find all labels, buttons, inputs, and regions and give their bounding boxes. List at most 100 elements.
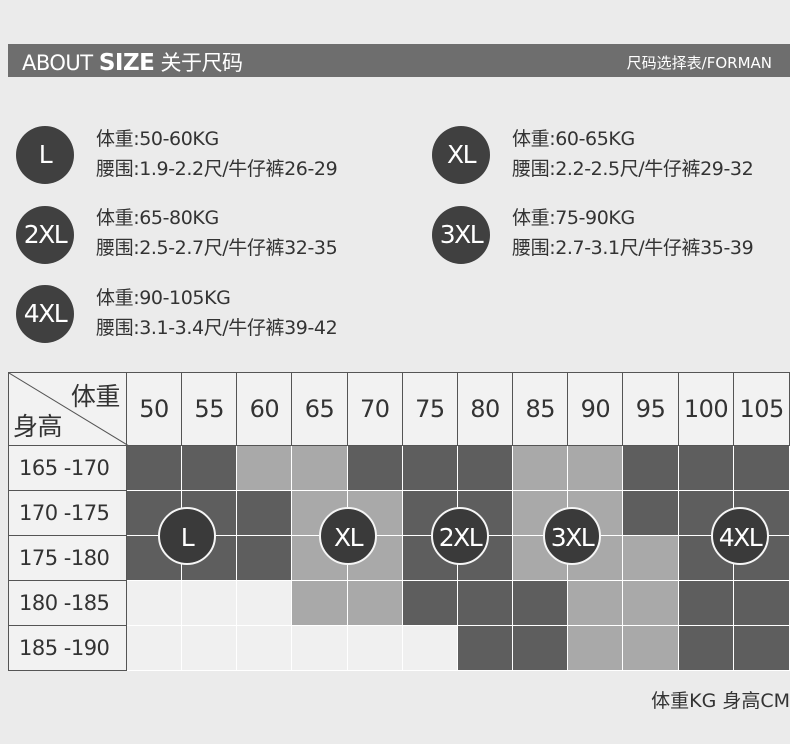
grid-cell: [512, 580, 569, 626]
grid-cell: [733, 580, 790, 626]
size-weight: 体重:90-105KG: [96, 287, 231, 309]
height-label: 185 -190: [8, 625, 127, 671]
grid-row: 175 -180: [8, 535, 790, 581]
grid-cell: [622, 580, 679, 626]
grid-cell: [236, 535, 293, 581]
grid-badge-2xl: 2XL: [431, 507, 489, 565]
grid-cell: [677, 580, 735, 626]
weight-header: 80: [456, 372, 514, 446]
size-weight: 体重:60-65KG: [512, 128, 635, 150]
grid-cell: [401, 445, 458, 491]
height-label: 175 -180: [8, 535, 127, 581]
grid-cell: [125, 445, 183, 491]
weight-header: 60: [236, 372, 293, 446]
grid-cell: [181, 445, 238, 491]
grid-row: 180 -185: [8, 580, 790, 626]
grid-cell: [181, 580, 238, 626]
size-desc-2xl: 体重:65-80KG 腰围:2.5-2.7尺/牛仔裤32-35: [96, 203, 338, 263]
corner-height-label: 身高: [13, 412, 63, 441]
size-desc-l: 体重:50-60KG 腰围:1.9-2.2尺/牛仔裤26-29: [96, 124, 338, 184]
weight-header: 85: [512, 372, 569, 446]
weight-header: 75: [401, 372, 458, 446]
grid-cell: [622, 535, 679, 581]
size-weight: 体重:75-90KG: [512, 207, 635, 229]
header-subtitle: 尺码选择表/FORMAN: [626, 54, 772, 72]
grid-badge-xl: XL: [319, 507, 377, 565]
grid-cell: [291, 445, 348, 491]
grid-cell: [677, 445, 735, 491]
grid-cell: [622, 490, 679, 536]
grid-cell: [291, 580, 348, 626]
grid-cell: [125, 580, 183, 626]
grid-cell: [236, 580, 293, 626]
grid-row: 170 -175: [8, 490, 790, 536]
grid-badge-l: L: [158, 507, 216, 565]
grid-cell: [512, 625, 569, 671]
size-waist: 腰围:2.5-2.7尺/牛仔裤32-35: [96, 237, 338, 259]
grid-cell: [733, 625, 790, 671]
grid-cell: [346, 445, 403, 491]
grid-cell: [622, 625, 679, 671]
grid-cell: [567, 445, 624, 491]
grid-cell: [512, 445, 569, 491]
grid-header-row: 体重 身高 50 55 60 65 70 75 80 85 90 95 100 …: [8, 372, 790, 446]
weight-header: 50: [125, 372, 183, 446]
grid-corner: 体重 身高: [8, 372, 129, 446]
grid-cell: [346, 580, 403, 626]
grid-cell: [401, 625, 458, 671]
grid-row: 165 -170: [8, 445, 790, 491]
height-label: 180 -185: [8, 580, 127, 626]
size-desc-4xl: 体重:90-105KG 腰围:3.1-3.4尺/牛仔裤39-42: [96, 283, 338, 343]
size-badge-3xl: 3XL: [432, 206, 490, 264]
header-title: ABOUT SIZE 关于尺码: [22, 47, 243, 77]
grid-cell: [181, 625, 238, 671]
grid-cell: [401, 580, 458, 626]
grid-cell: [291, 625, 348, 671]
size-weight: 体重:50-60KG: [96, 128, 219, 150]
grid-cell: [622, 445, 679, 491]
header-cn-title: 关于尺码: [160, 51, 244, 75]
weight-header: 100: [677, 372, 735, 446]
grid-cell: [733, 445, 790, 491]
size-waist: 腰围:2.2-2.5尺/牛仔裤29-32: [512, 158, 754, 180]
units-note: 体重KG 身高CM: [651, 690, 790, 712]
weight-header: 105: [733, 372, 790, 446]
grid-cell: [236, 490, 293, 536]
grid-cell: [236, 625, 293, 671]
grid-cell: [456, 445, 514, 491]
weight-header: 95: [622, 372, 679, 446]
grid-badge-3xl: 3XL: [543, 507, 601, 565]
height-label: 165 -170: [8, 445, 127, 491]
weight-header: 70: [346, 372, 403, 446]
size-waist: 腰围:3.1-3.4尺/牛仔裤39-42: [96, 317, 338, 339]
weight-header: 55: [181, 372, 238, 446]
corner-diagonal: [9, 373, 129, 446]
size-desc-xl: 体重:60-65KG 腰围:2.2-2.5尺/牛仔裤29-32: [512, 124, 754, 184]
grid-cell: [236, 445, 293, 491]
grid-cell: [125, 625, 183, 671]
grid-cell: [567, 625, 624, 671]
header-about: ABOUT: [22, 51, 93, 75]
height-label: 170 -175: [8, 490, 127, 536]
size-weight: 体重:65-80KG: [96, 207, 219, 229]
grid-badge-4xl: 4XL: [711, 507, 769, 565]
size-badge-xl: XL: [432, 126, 490, 184]
size-waist: 腰围:2.7-3.1尺/牛仔裤35-39: [512, 237, 754, 259]
grid-cell: [567, 580, 624, 626]
size-badge-2xl: 2XL: [16, 206, 74, 264]
grid-cell: [456, 625, 514, 671]
grid-cell: [456, 580, 514, 626]
size-badge-4xl: 4XL: [16, 285, 74, 343]
header-size: SIZE: [98, 50, 155, 76]
section-header: ABOUT SIZE 关于尺码 尺码选择表/FORMAN: [8, 44, 790, 77]
weight-header: 90: [567, 372, 624, 446]
size-desc-3xl: 体重:75-90KG 腰围:2.7-3.1尺/牛仔裤35-39: [512, 203, 754, 263]
grid-cell: [346, 625, 403, 671]
weight-header: 65: [291, 372, 348, 446]
corner-weight-label: 体重: [70, 382, 121, 411]
size-waist: 腰围:1.9-2.2尺/牛仔裤26-29: [96, 158, 338, 180]
grid-cell: [512, 535, 569, 581]
grid-cell: [677, 625, 735, 671]
size-grid: 体重 身高 50 55 60 65 70 75 80 85 90 95 100 …: [8, 372, 790, 671]
grid-row: 185 -190: [8, 625, 790, 671]
